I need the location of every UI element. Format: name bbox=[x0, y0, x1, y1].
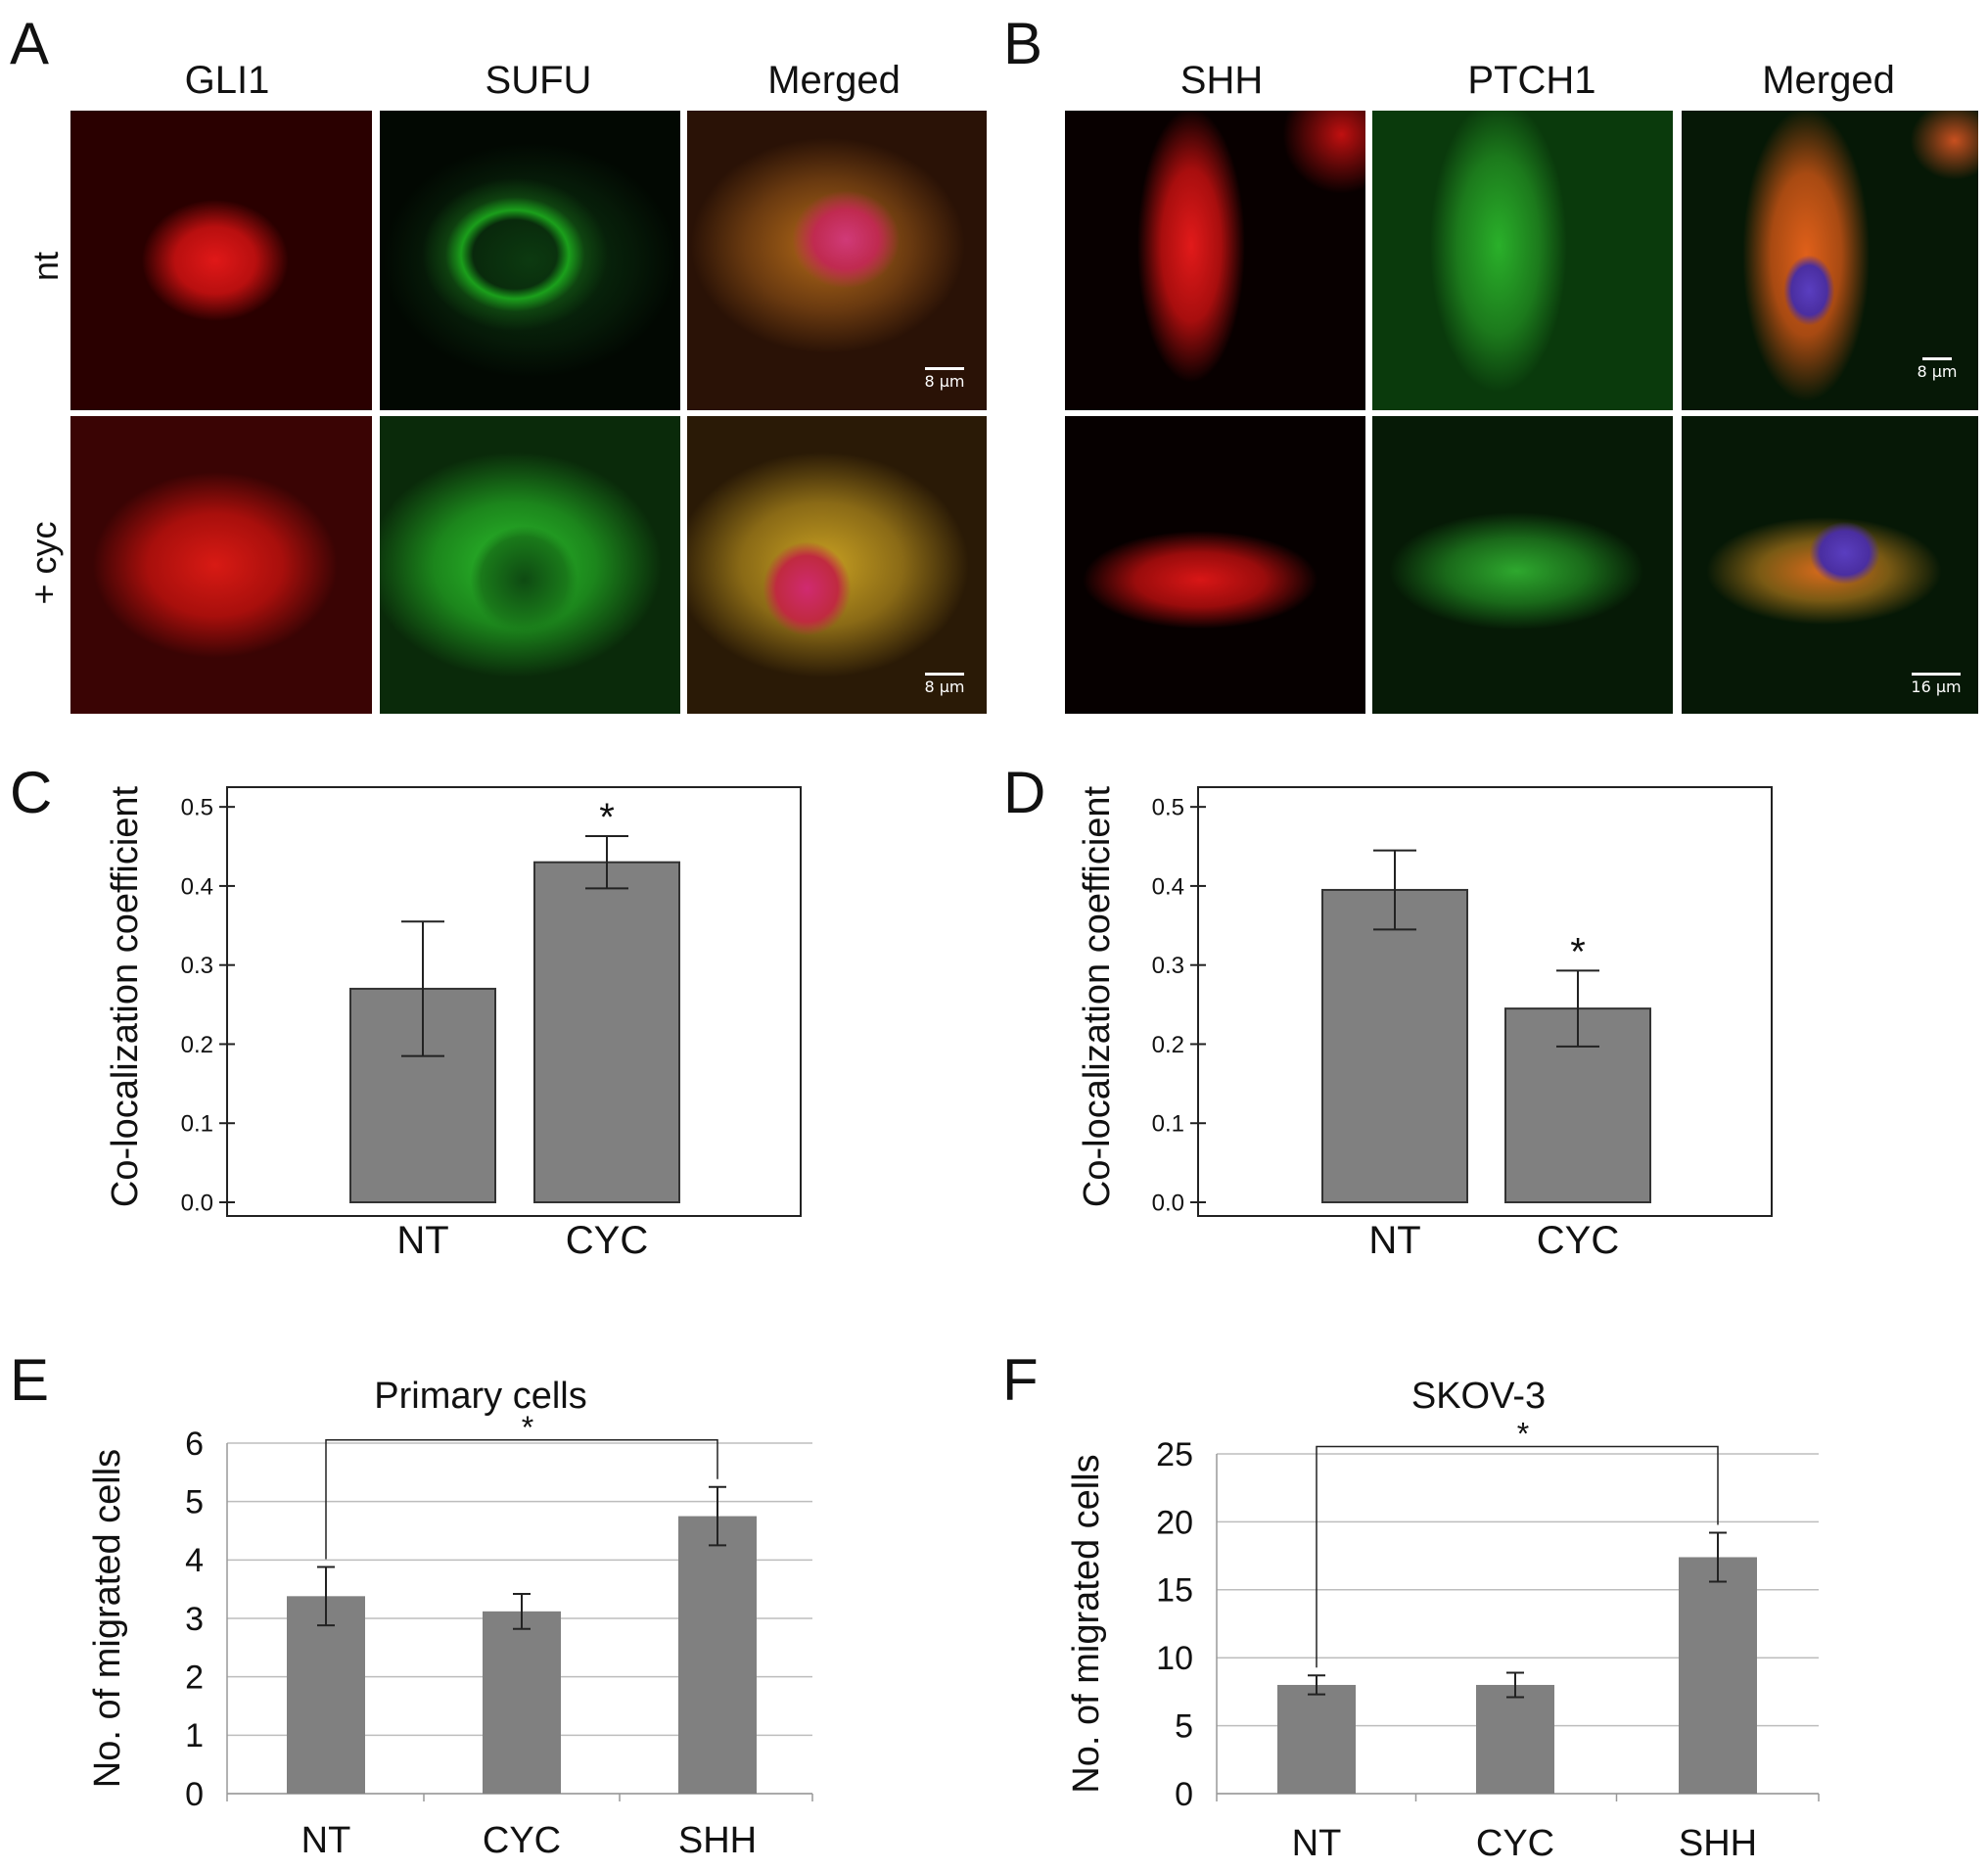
y-tick-label-c: 0.1 bbox=[181, 1111, 213, 1138]
bar-f-shh bbox=[1679, 1557, 1757, 1794]
y-tick-label-f: 15 bbox=[1156, 1572, 1193, 1610]
y-tick-label-d: 0.5 bbox=[1152, 795, 1184, 821]
chart-d: D Co-localization coefficient 0.0 0.1 0.2 0.3… bbox=[1003, 760, 1773, 1262]
category-label-e-nt: NT bbox=[301, 1820, 351, 1861]
column-title-ptch1: PTCH1 bbox=[1467, 59, 1596, 102]
bar-d-cyc bbox=[1504, 1007, 1651, 1203]
y-tick-label-d: 0.4 bbox=[1152, 873, 1184, 900]
panel-letter-b: B bbox=[1003, 11, 1043, 76]
y-tick-label-d: 0.3 bbox=[1152, 953, 1184, 979]
significance-bracket-e bbox=[325, 1439, 718, 1560]
panel-letter-a: A bbox=[10, 11, 50, 76]
significance-marker-d-cyc: * bbox=[1570, 930, 1586, 973]
category-label-f-cyc: CYC bbox=[1476, 1823, 1554, 1864]
scale-bar-a-nt: 8 µm bbox=[920, 367, 969, 391]
scale-bar-a-cyc: 8 µm bbox=[920, 673, 969, 696]
significance-bracket-label-e: * bbox=[522, 1410, 533, 1445]
y-tick-label-c: 0.0 bbox=[181, 1190, 213, 1216]
y-tick-label-e: 6 bbox=[185, 1426, 204, 1463]
plot-frame-c bbox=[226, 786, 802, 1217]
y-tick-label-c: 0.2 bbox=[181, 1032, 213, 1058]
micrograph-merged-b-2: 16 µm bbox=[1682, 416, 1978, 714]
bar-f-cyc bbox=[1476, 1684, 1554, 1794]
y-tick-label-f: 5 bbox=[1175, 1708, 1193, 1746]
category-label-d-nt: NT bbox=[1368, 1219, 1420, 1262]
column-title-merged-b: Merged bbox=[1762, 59, 1895, 102]
bar-d-nt bbox=[1321, 888, 1468, 1203]
y-tick-label-e: 3 bbox=[185, 1601, 204, 1638]
column-title-gli1: GLI1 bbox=[184, 59, 270, 102]
y-tick-label-d: 0.2 bbox=[1152, 1032, 1184, 1058]
panel-letter-c: C bbox=[10, 760, 52, 825]
panel-letter-e: E bbox=[10, 1347, 49, 1413]
category-label-f-shh: SHH bbox=[1679, 1823, 1757, 1864]
row-label-cyc: + cyc bbox=[23, 521, 64, 605]
chart-e: E Primary cells No. of migrated cells 0 1 2 3 4… bbox=[10, 1347, 813, 1861]
scale-bar-b-1: 8 µm bbox=[1913, 357, 1962, 381]
micrograph-merged-a-cyc: 8 µm bbox=[687, 416, 987, 714]
micrograph-ptch1-1 bbox=[1372, 111, 1673, 410]
micrograph-ptch1-2 bbox=[1372, 416, 1673, 714]
panel-letter-d: D bbox=[1003, 760, 1045, 825]
category-label-d-cyc: CYC bbox=[1537, 1219, 1619, 1262]
micrograph-shh-2 bbox=[1065, 416, 1365, 714]
bar-e-nt bbox=[287, 1596, 365, 1794]
chart-title-e: Primary cells bbox=[374, 1376, 586, 1417]
micrograph-merged-a-nt: 8 µm bbox=[687, 111, 987, 410]
bar-e-shh bbox=[678, 1516, 757, 1794]
y-tick-label-e: 4 bbox=[185, 1542, 204, 1579]
scale-bar-b-2: 16 µm bbox=[1907, 673, 1965, 696]
micrograph-sufu-cyc bbox=[380, 416, 680, 714]
bar-c-cyc bbox=[533, 861, 680, 1203]
panel-letter-f: F bbox=[1002, 1347, 1039, 1413]
y-tick-label-e: 0 bbox=[185, 1776, 204, 1813]
significance-bracket-f bbox=[1316, 1445, 1719, 1668]
y-tick-label-f: 0 bbox=[1175, 1776, 1193, 1813]
y-tick-label-e: 5 bbox=[185, 1484, 204, 1521]
micrograph-sufu-nt bbox=[380, 111, 680, 410]
y-tick-label-e: 1 bbox=[185, 1717, 204, 1754]
column-title-shh: SHH bbox=[1179, 59, 1264, 102]
chart-title-f: SKOV-3 bbox=[1411, 1376, 1546, 1417]
y-tick-label-d: 0.1 bbox=[1152, 1111, 1184, 1138]
micrograph-shh-1 bbox=[1065, 111, 1365, 410]
significance-marker-c-cyc: * bbox=[599, 796, 615, 839]
category-label-f-nt: NT bbox=[1292, 1823, 1342, 1864]
y-axis-label-e: No. of migrated cells bbox=[87, 1449, 128, 1788]
y-tick-label-d: 0.0 bbox=[1152, 1190, 1184, 1216]
column-title-sufu: SUFU bbox=[485, 59, 592, 102]
chart-c: C Co-localization coefficient 0.0 0.1 0.2 0.3… bbox=[10, 760, 802, 1262]
category-label-c-cyc: CYC bbox=[566, 1219, 648, 1262]
bar-e-cyc bbox=[483, 1611, 561, 1794]
y-tick-label-f: 20 bbox=[1156, 1504, 1193, 1541]
significance-bracket-label-f: * bbox=[1517, 1417, 1529, 1452]
y-axis-label-c: Co-localization coefficient bbox=[105, 785, 146, 1207]
y-tick-label-e: 2 bbox=[185, 1660, 204, 1697]
bar-f-nt bbox=[1277, 1684, 1356, 1794]
y-tick-label-c: 0.5 bbox=[181, 795, 213, 821]
y-axis-label-f: No. of migrated cells bbox=[1066, 1454, 1107, 1793]
y-axis-label-d: Co-localization coefficient bbox=[1077, 785, 1118, 1207]
category-label-e-shh: SHH bbox=[678, 1820, 757, 1861]
micrograph-merged-b-1: 8 µm bbox=[1682, 111, 1978, 410]
micrograph-gli1-cyc bbox=[70, 416, 372, 714]
y-tick-label-c: 0.3 bbox=[181, 953, 213, 979]
y-tick-label-c: 0.4 bbox=[181, 873, 213, 900]
plot-frame-d bbox=[1197, 786, 1773, 1217]
micrograph-gli1-nt bbox=[70, 111, 372, 410]
row-label-nt: nt bbox=[25, 251, 66, 282]
chart-f: F SKOV-3 No. of migrated cells 0 5 10 15 20 25 NT… bbox=[1002, 1347, 1820, 1864]
y-tick-label-f: 25 bbox=[1156, 1436, 1193, 1473]
column-title-merged-a: Merged bbox=[767, 59, 901, 102]
category-label-e-cyc: CYC bbox=[483, 1820, 561, 1861]
y-tick-label-f: 10 bbox=[1156, 1640, 1193, 1677]
category-label-c-nt: NT bbox=[396, 1219, 448, 1262]
